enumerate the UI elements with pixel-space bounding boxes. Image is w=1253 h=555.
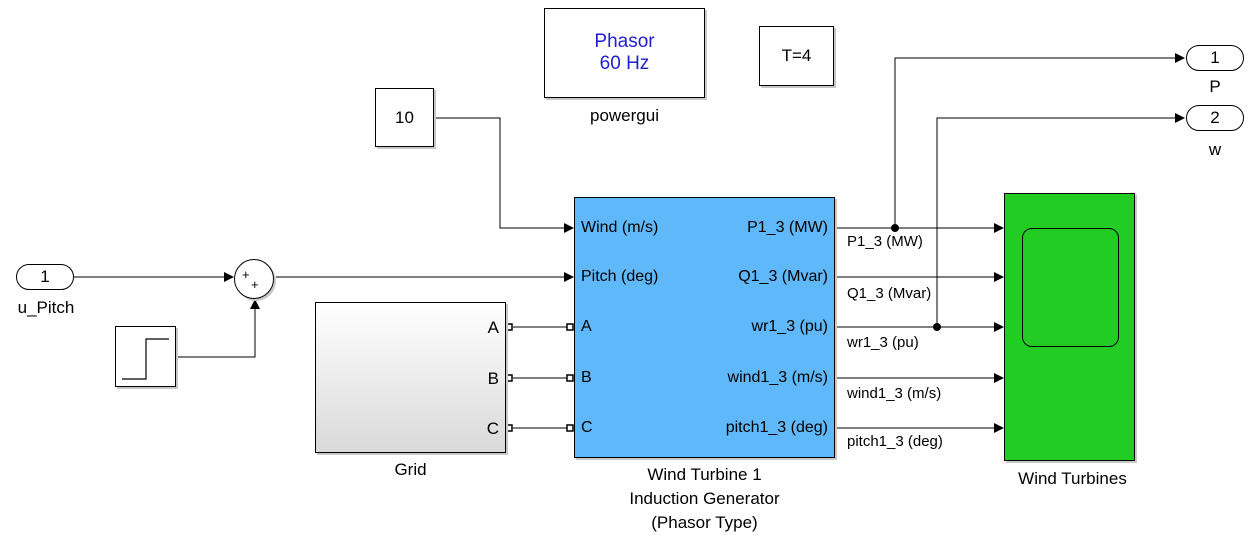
grid-caption: Grid bbox=[394, 460, 427, 479]
branch-point-w bbox=[933, 323, 941, 331]
turbine-input-pitch: Pitch (deg) bbox=[581, 268, 659, 285]
scope-screen-icon bbox=[1022, 228, 1119, 347]
turbine-input-a: A bbox=[581, 318, 592, 335]
scope-block[interactable] bbox=[1004, 193, 1135, 461]
inport-name: u_Pitch bbox=[17, 298, 75, 317]
inport-u-pitch[interactable]: 1 bbox=[16, 264, 74, 290]
outport-w[interactable]: 2 bbox=[1186, 105, 1244, 131]
outport-p-name: P bbox=[1209, 77, 1221, 96]
grid-port-a bbox=[505, 323, 513, 331]
turbine-port-c bbox=[566, 424, 574, 432]
signal-label-wr: wr1_3 (pu) bbox=[847, 334, 919, 351]
signal-label-wind: wind1_3 (m/s) bbox=[847, 385, 942, 402]
grid-subsystem[interactable]: A B C bbox=[315, 302, 506, 453]
branch-point-p bbox=[891, 224, 899, 232]
signal-label-pitch: pitch1_3 (deg) bbox=[847, 433, 943, 450]
turbine-port-a bbox=[566, 323, 574, 331]
turbine-caption-line3: (Phasor Type) bbox=[651, 513, 758, 532]
powergui-mode: Phasor bbox=[594, 31, 655, 52]
wind-turbine-block[interactable]: Wind (m/s) Pitch (deg) A B C P1_3 (MW) Q… bbox=[574, 197, 835, 458]
sum-block[interactable]: + + bbox=[234, 259, 274, 299]
powergui-block[interactable]: Phasor 60 Hz bbox=[544, 8, 705, 98]
step-block[interactable] bbox=[115, 326, 176, 387]
step-icon bbox=[122, 338, 169, 380]
turbine-input-c: C bbox=[581, 419, 593, 436]
turbine-output-p: P1_3 (MW) bbox=[747, 219, 828, 236]
turbine-port-b bbox=[566, 374, 574, 382]
sum-sign-bottom: + bbox=[251, 277, 259, 292]
powergui-frequency: 60 Hz bbox=[599, 53, 650, 74]
turbine-input-b: B bbox=[581, 369, 592, 386]
constant-block[interactable]: 10 bbox=[375, 88, 434, 147]
turbine-output-wr: wr1_3 (pu) bbox=[751, 318, 828, 335]
turbine-caption-line1: Wind Turbine 1 bbox=[647, 465, 762, 484]
turbine-input-wind: Wind (m/s) bbox=[581, 219, 659, 236]
grid-port-b bbox=[505, 374, 513, 382]
wire-w-to-outport bbox=[936, 113, 1185, 327]
outport-w-name: w bbox=[1208, 140, 1222, 159]
wire-p-to-outport bbox=[894, 53, 1185, 228]
scope-caption: Wind Turbines bbox=[1018, 469, 1127, 488]
wire-step-to-sum bbox=[176, 299, 260, 358]
turbine-output-q: Q1_3 (Mvar) bbox=[738, 268, 828, 285]
turbine-output-wind: wind1_3 (m/s) bbox=[727, 369, 828, 386]
wire-const-to-wind bbox=[434, 117, 574, 233]
outport-p[interactable]: 1 bbox=[1186, 45, 1244, 71]
grid-port-label-a: A bbox=[487, 318, 499, 337]
sum-sign-left: + bbox=[242, 267, 250, 282]
signal-label-q: Q1_3 (Mvar) bbox=[847, 285, 932, 302]
grid-port-c bbox=[505, 424, 513, 432]
powergui-caption: powergui bbox=[590, 106, 659, 125]
turbine-caption-line2: Induction Generator bbox=[629, 489, 780, 508]
grid-port-label-c: C bbox=[486, 419, 499, 438]
signal-label-p: P1_3 (MW) bbox=[847, 233, 923, 250]
time-block[interactable]: T=4 bbox=[759, 26, 834, 86]
turbine-output-pitch: pitch1_3 (deg) bbox=[725, 419, 828, 436]
grid-port-label-b: B bbox=[487, 369, 499, 388]
